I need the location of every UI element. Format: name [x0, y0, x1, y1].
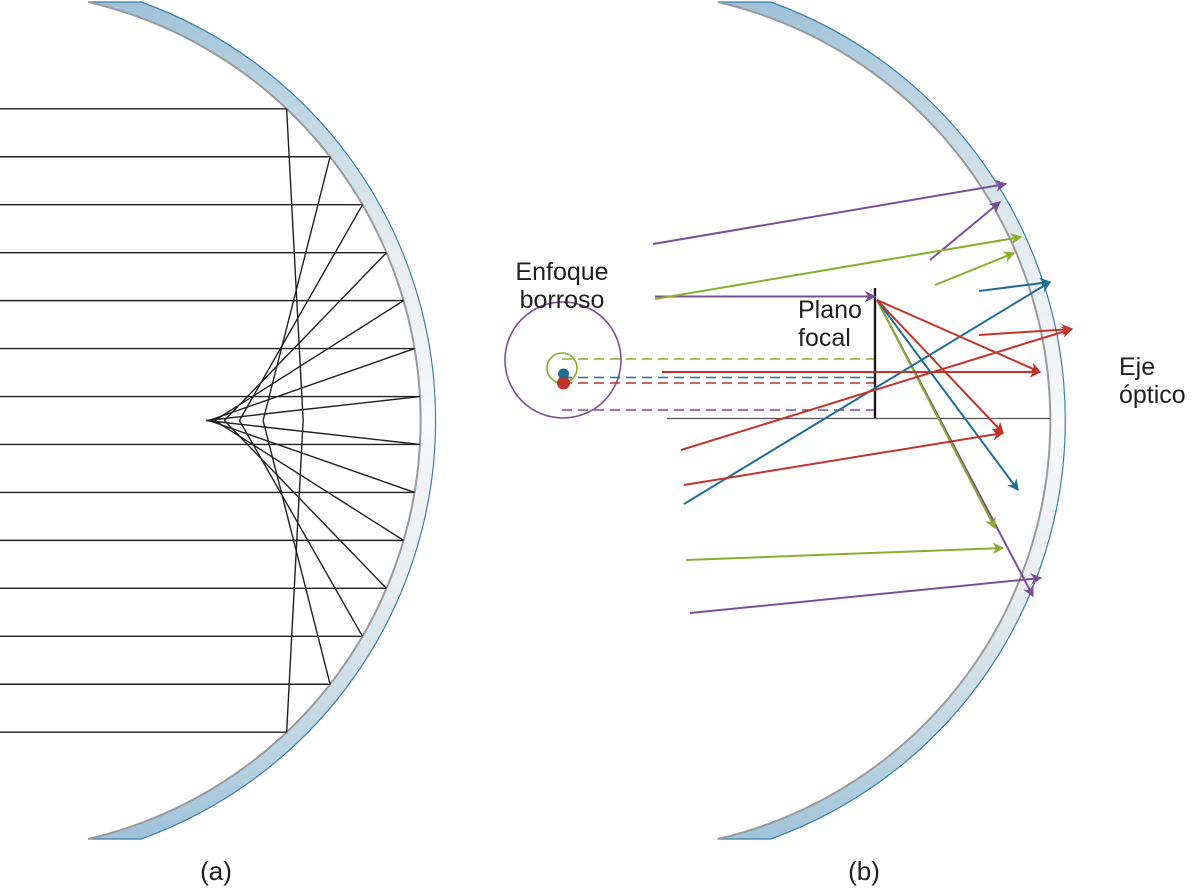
- svg-text:(a): (a): [200, 856, 232, 886]
- svg-text:(b): (b): [848, 856, 880, 886]
- svg-text:Plano: Plano: [798, 296, 862, 324]
- svg-text:Enfoque: Enfoque: [515, 258, 608, 286]
- svg-text:borroso: borroso: [520, 286, 605, 314]
- svg-text:focal: focal: [798, 324, 851, 352]
- svg-text:Eje: Eje: [1119, 353, 1155, 381]
- svg-text:óptico: óptico: [1119, 381, 1186, 409]
